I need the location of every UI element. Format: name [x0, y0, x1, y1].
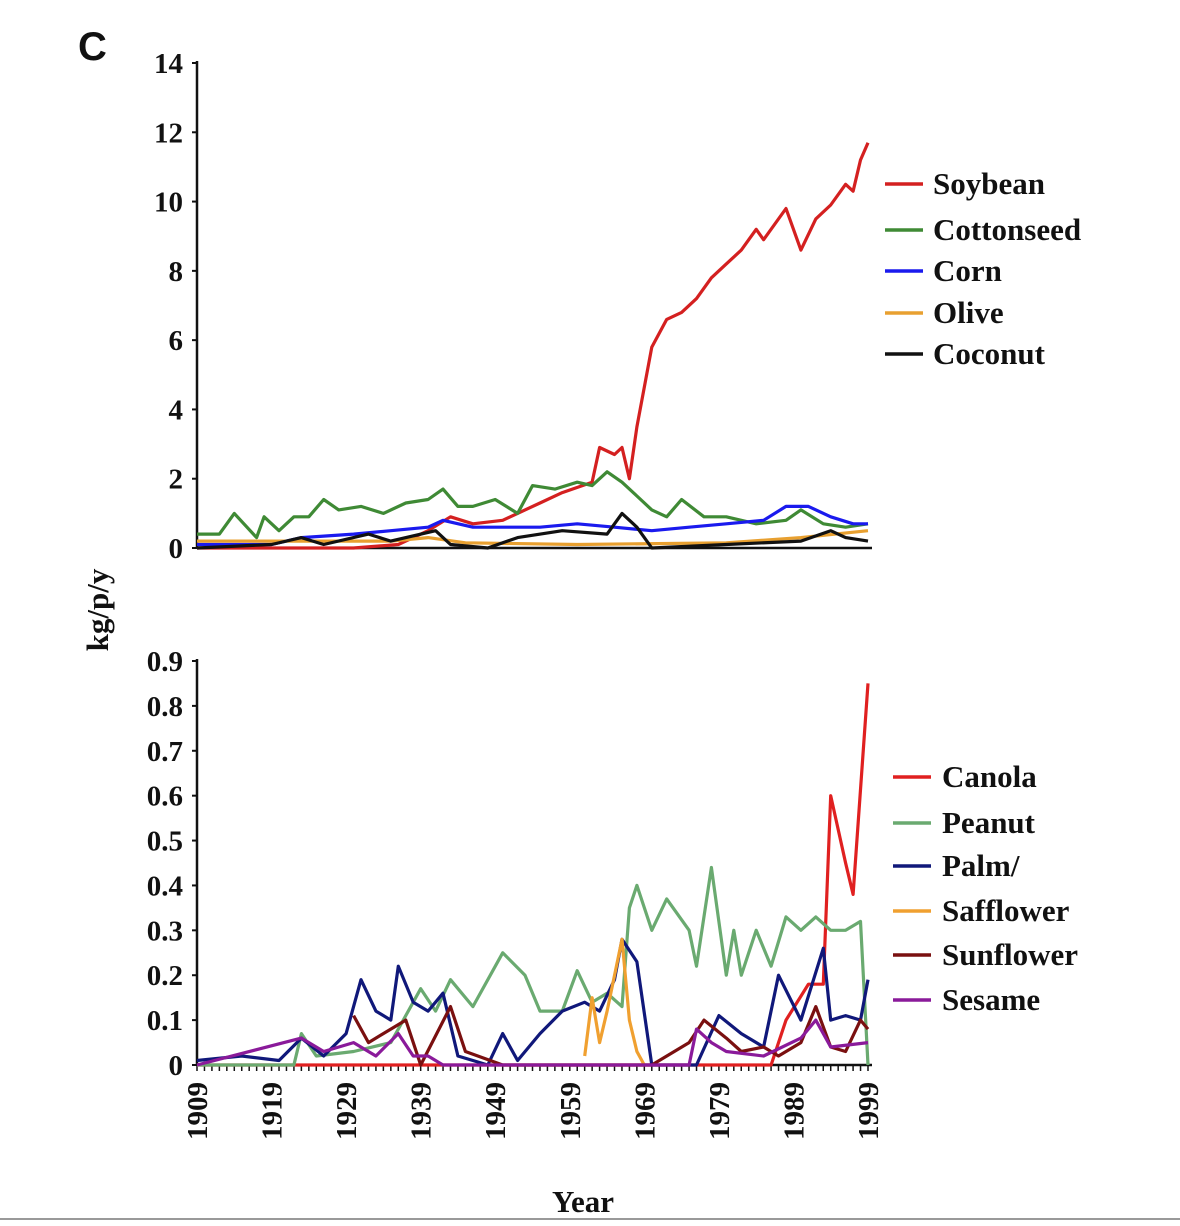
y-tick-label: 6	[169, 325, 184, 357]
series-line-palm	[196, 937, 870, 1067]
x-tick-label: 1959	[555, 1082, 587, 1140]
legend-label: Olive	[933, 295, 1004, 330]
y-tick-label: 8	[169, 256, 184, 288]
y-tick-label: 0.2	[147, 960, 183, 992]
series-line-peanut	[197, 865, 870, 1067]
x-tick-label: 1929	[331, 1082, 363, 1140]
series-line-coconut	[196, 511, 869, 550]
series-line-sunflower	[352, 1005, 870, 1067]
y-tick-label: 0.9	[147, 646, 183, 678]
y-tick-label: 10	[154, 187, 183, 219]
y-tick-label: 0.1	[147, 1005, 183, 1037]
y-tick-label: 0.8	[147, 691, 183, 723]
x-axis-label: Year	[552, 1184, 614, 1219]
y-tick-label: 12	[154, 117, 183, 149]
y-axis-label: kg/p/y	[80, 568, 115, 651]
x-tick-label: 1939	[406, 1082, 438, 1140]
legend-label: Canola	[942, 759, 1037, 794]
legend-label: Corn	[933, 253, 1002, 288]
series-line-safflower	[583, 937, 646, 1066]
x-tick-label: 1909	[182, 1082, 214, 1140]
legend-label: Safflower	[942, 893, 1070, 928]
y-tick-label: 0.6	[147, 781, 183, 813]
legend-label: Sunflower	[942, 937, 1078, 972]
y-tick-label: 0	[169, 1050, 184, 1082]
legend-label: Peanut	[942, 805, 1036, 840]
y-tick-label: 0.7	[147, 736, 183, 768]
legend-label: Palm/	[942, 848, 1020, 883]
legend-label: Sesame	[942, 982, 1040, 1017]
series-line-corn	[197, 504, 868, 547]
y-tick-label: 14	[154, 48, 183, 80]
y-tick-label: 0.4	[147, 870, 183, 902]
series-line-sesame	[196, 1018, 869, 1067]
series-line-canola	[197, 683, 870, 1067]
series-line-soybean	[197, 142, 870, 550]
x-tick-label: 1989	[778, 1082, 810, 1140]
panel-label: C	[78, 25, 107, 69]
legend-label: Cottonseed	[933, 212, 1081, 247]
y-tick-label: 0.3	[147, 915, 183, 947]
legend-label: Coconut	[933, 336, 1046, 371]
legend-label: Soybean	[933, 166, 1045, 201]
y-tick-label: 0	[169, 533, 184, 565]
x-tick-label: 1999	[853, 1082, 885, 1140]
y-tick-label: 2	[169, 464, 184, 496]
y-tick-label: 4	[169, 394, 184, 426]
series-line-cottonseed	[197, 470, 869, 540]
x-tick-label: 1979	[704, 1082, 736, 1140]
x-tick-label: 1919	[257, 1082, 289, 1140]
bottom-plot: 0 0.1 0.2 0.3 0.4 0.5 0.6 0.7 0.8 0.9 1909 1919 1929…	[147, 646, 1079, 1140]
y-tick-label: 0.5	[147, 826, 183, 858]
top-plot: 0 2 4 6 8 10 12 14 Soybean Cottonseed Corn Olive Coc…	[154, 48, 1081, 565]
x-tick-label: 1969	[629, 1082, 661, 1140]
x-tick-label: 1949	[480, 1082, 512, 1140]
